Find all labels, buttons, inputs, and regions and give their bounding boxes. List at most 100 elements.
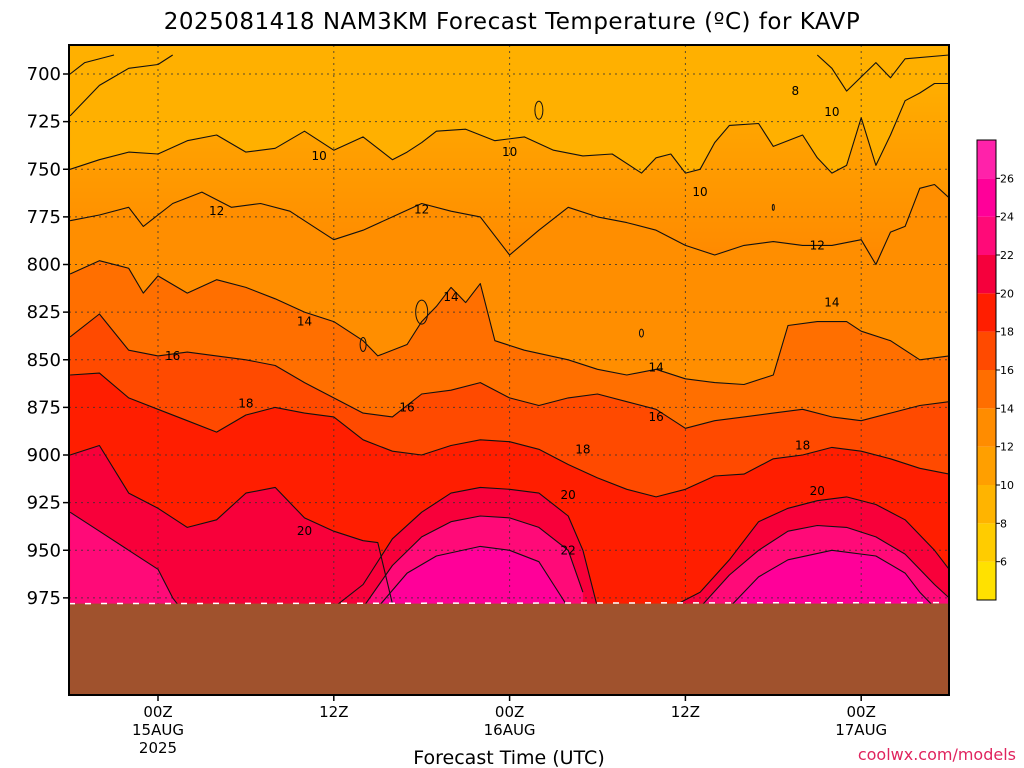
- y-tick-label: 875: [27, 397, 61, 418]
- y-tick-label: 825: [27, 302, 61, 323]
- contour-label: 8: [791, 84, 799, 98]
- x-tick-label: 12Z: [319, 703, 348, 721]
- contour-line-20: [69, 444, 393, 604]
- colorbar-band: [977, 293, 996, 332]
- colorbar-tick-label: 10: [1000, 479, 1014, 492]
- colorbar-tick-label: 22: [1000, 249, 1014, 262]
- contour-label: 16: [648, 410, 663, 424]
- contour-labels: 8 10 10 10 10 12 12 12 14 14 14 14 16 16 16 18 18 18 20 20 2…: [165, 84, 840, 557]
- colorbar-band: [977, 255, 996, 294]
- contour-line-8: [69, 54, 115, 75]
- contour-line-22: [69, 511, 181, 608]
- contour-line-22: [699, 524, 950, 608]
- colorbar-band: [977, 178, 996, 217]
- colorbar: 6 8 10 12 14 16 18 20 22 24 26: [976, 139, 1014, 601]
- contour-label: 12: [209, 204, 224, 218]
- colorbar-tick-label: 16: [1000, 364, 1014, 377]
- contour-label: 12: [414, 202, 429, 216]
- y-tick-label: 850: [27, 350, 61, 371]
- y-tick-label: 700: [27, 64, 61, 85]
- colorbar-band: [977, 485, 996, 524]
- colorbar-band: [977, 561, 996, 600]
- contour-line-10: [69, 54, 173, 117]
- x-tick-date: 17AUG: [835, 721, 887, 739]
- contour-label: 14: [297, 315, 312, 329]
- colorbar-tick-label: 18: [1000, 326, 1014, 339]
- temperature-region-10: [70, 45, 950, 174]
- y-tick-label: 900: [27, 445, 61, 466]
- credit-text: coolwx.com/models: [858, 745, 1016, 764]
- temperature-contours: [69, 54, 950, 608]
- colorbar-band: [977, 370, 996, 409]
- contour-loop: [415, 299, 429, 325]
- colorbar-tick-label: 14: [1000, 402, 1014, 415]
- contour-label: 10: [692, 185, 707, 199]
- colorbar-tick-label: 20: [1000, 287, 1014, 300]
- ground-edge: [68, 601, 950, 605]
- contour-label: 10: [502, 145, 517, 159]
- contour-line-24: [377, 545, 569, 608]
- contour-label: 12: [810, 238, 825, 252]
- contour-label: 18: [795, 438, 810, 452]
- contour-label: 14: [824, 296, 839, 310]
- x-tick-label: 00Z: [847, 703, 876, 721]
- contour-label: 10: [312, 149, 327, 163]
- colorbar-band: [977, 331, 996, 370]
- contour-loop: [534, 100, 544, 120]
- contour-line-20: [670, 496, 950, 608]
- colorbar-band: [977, 408, 996, 447]
- contour-line-18: [70, 372, 950, 498]
- contour-label: 14: [648, 360, 663, 374]
- x-tick-label: 12Z: [671, 703, 700, 721]
- y-tick-label: 950: [27, 540, 61, 561]
- contour-label: 20: [810, 484, 825, 498]
- x-tick-label: 00Z: [143, 703, 172, 721]
- contour-line-20: [333, 486, 599, 608]
- y-tick-label: 800: [27, 255, 61, 276]
- contour-label: 20: [561, 488, 576, 502]
- x-axis-label: Forecast Time (UTC): [413, 747, 604, 768]
- colorbar-band: [977, 446, 996, 485]
- contour-label: 18: [575, 442, 590, 456]
- contour-label: 16: [165, 349, 180, 363]
- y-tick-label: 725: [27, 112, 61, 133]
- contour-line-8: [816, 54, 950, 92]
- colorbar-tick-label: 26: [1000, 172, 1014, 185]
- x-tick-label: 00Z: [495, 703, 524, 721]
- colorbar-band: [977, 216, 996, 255]
- contour-label: 14: [443, 290, 458, 304]
- contour-label: 16: [399, 400, 414, 414]
- contour-line-10: [69, 82, 950, 174]
- colorbar-tick-label: 6: [1000, 556, 1007, 569]
- colorbar-tick-label: 8: [1000, 517, 1007, 530]
- colorbar-tick-label: 24: [1000, 211, 1014, 224]
- contour-line-22: [362, 515, 584, 608]
- contour-line-14: [69, 260, 950, 386]
- contour-label: 10: [824, 105, 839, 119]
- y-tick-label: 975: [27, 588, 61, 609]
- y-tick-label: 750: [27, 159, 61, 180]
- colorbar-band: [977, 140, 996, 179]
- y-tick-label: 775: [27, 207, 61, 228]
- x-tick-year: 2025: [139, 739, 177, 757]
- contour-line-12: [69, 183, 950, 266]
- contour-label: 22: [561, 543, 576, 557]
- y-axis: 700 725 750 775 800 825 850 875 900 925 950 975: [27, 64, 69, 609]
- x-tick-date: 15AUG: [132, 721, 184, 739]
- chart-title: 2025081418 NAM3KM Forecast Temperature (…: [164, 9, 861, 35]
- y-tick-label: 925: [27, 493, 61, 514]
- x-tick-date: 16AUG: [484, 721, 536, 739]
- colorbar-band: [977, 523, 996, 562]
- colorbar-tick-label: 12: [1000, 441, 1014, 454]
- contour-label: 18: [238, 397, 253, 411]
- contour-line-24: [729, 549, 935, 608]
- ground-surface: [68, 601, 950, 695]
- contour-loop: [359, 337, 367, 353]
- contour-loop: [771, 203, 775, 211]
- ground-fill: [69, 603, 949, 695]
- contour-label: 20: [297, 524, 312, 538]
- contour-line-16: [69, 313, 950, 429]
- contour-loop: [638, 328, 644, 338]
